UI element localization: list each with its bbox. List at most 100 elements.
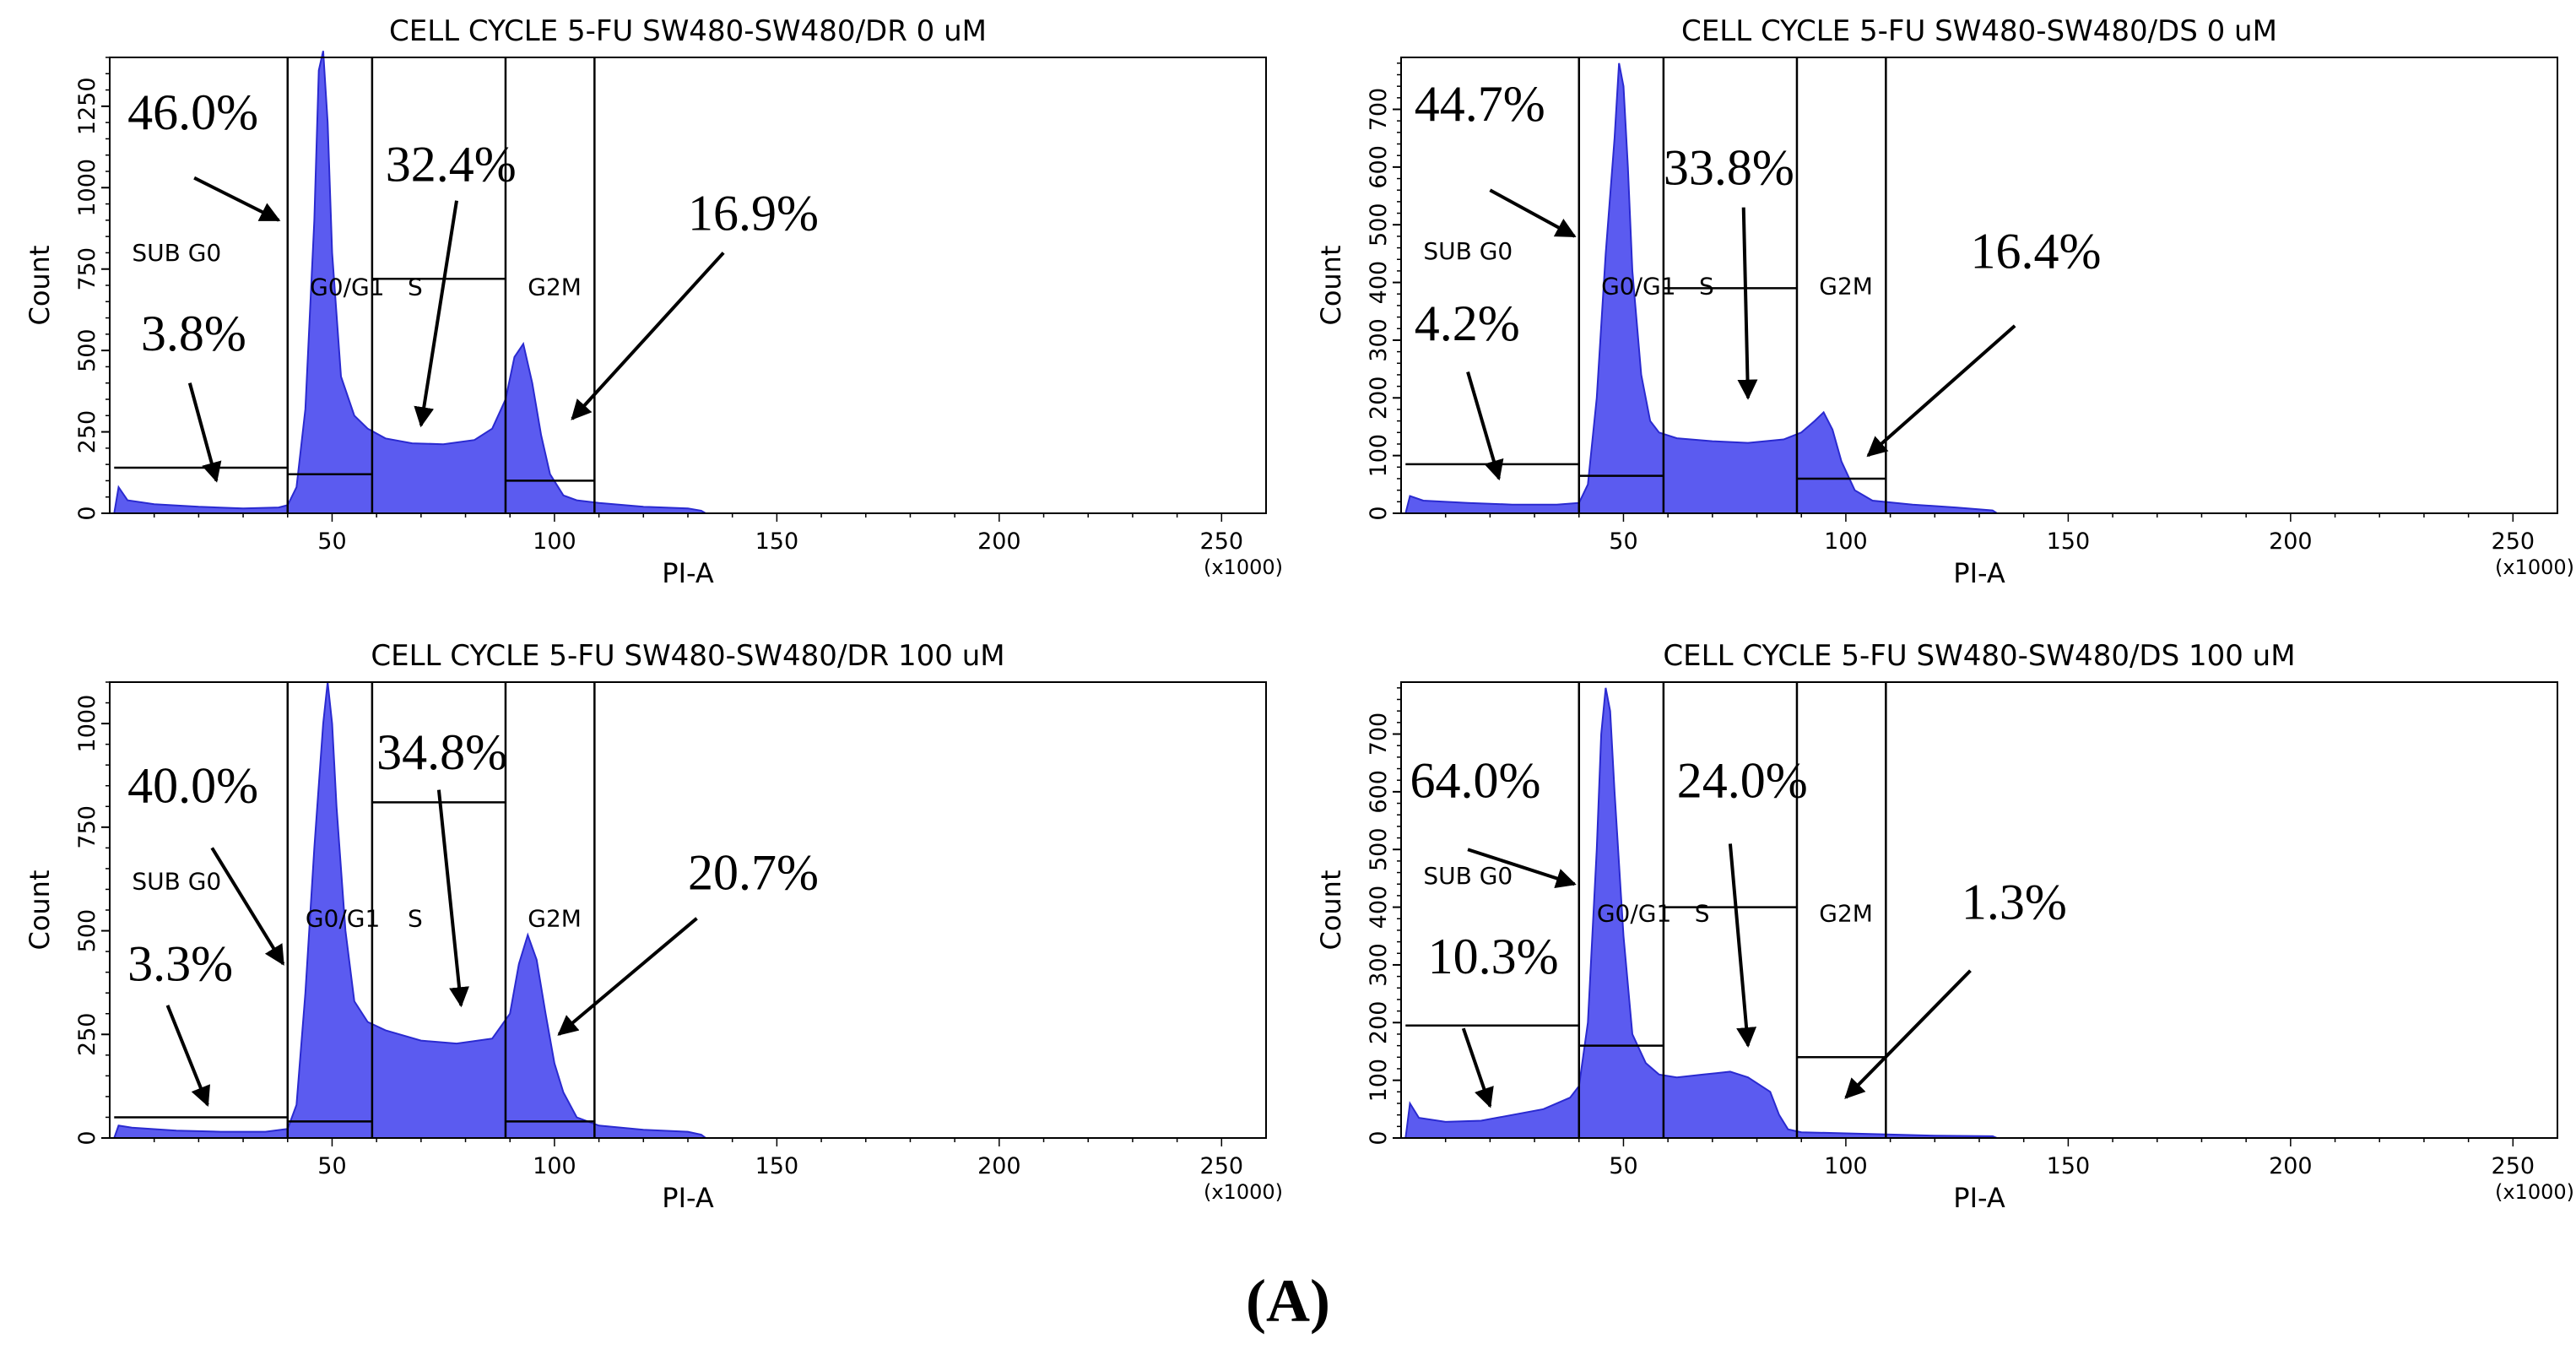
y-tick-label: 200	[1366, 377, 1392, 420]
histogram-area	[1404, 62, 2000, 514]
y-tick-label: 500	[1366, 203, 1392, 247]
percentage-annotation: 40.0%	[127, 757, 258, 813]
histogram-dr-0um: 0 250 500 750 1000 1250 50 100 150 200 250 CELL CYC…	[24, 14, 1283, 589]
histogram-area	[1404, 687, 1998, 1139]
gate-label: S	[1695, 900, 1710, 928]
annotation-arrow	[1467, 848, 1577, 888]
y-axis-label: Count	[1315, 870, 1347, 950]
annotation-arrow	[187, 382, 222, 483]
gate-label: SUB G0	[1423, 237, 1513, 265]
y-tick-label: 600	[1366, 770, 1392, 814]
plot-frame	[109, 57, 1267, 514]
x-tick-label: 250	[2492, 528, 2535, 555]
percentage-annotation: 16.9%	[688, 185, 819, 241]
plot-frame	[109, 681, 1267, 1139]
y-tick-label: 0	[1366, 1130, 1392, 1145]
y-tick-label: 400	[1366, 886, 1392, 929]
x-tick-label: 200	[2269, 528, 2313, 555]
y-tick-label: 400	[1366, 261, 1392, 305]
annotation-arrow	[1466, 371, 1504, 481]
y-tick-label: 300	[1366, 318, 1392, 362]
x-tick-label: 100	[533, 528, 576, 555]
gate-label: G2M	[1819, 900, 1873, 928]
x-axis-unit: (x1000)	[1204, 1180, 1283, 1204]
chart-title: CELL CYCLE 5-FU SW480-SW480/DR 0 uM	[389, 14, 987, 48]
annotation-arrow	[436, 789, 469, 1008]
panel-top-right: 0 100 200 300 400 500 600 700 50 100 150 200 250 CELL…	[1308, 7, 2576, 631]
y-tick-label: 700	[1366, 713, 1392, 756]
percentage-annotation: 64.0%	[1410, 753, 1541, 809]
x-tick-label: 50	[1609, 528, 1637, 555]
annotation-arrow	[210, 847, 285, 966]
y-tick-label: 1000	[74, 159, 100, 217]
percentage-annotation: 34.8%	[376, 724, 507, 780]
y-axis-label: Count	[24, 870, 56, 950]
histogram-dr-100um: 0 250 500 750 1000 50 100 150 200 250 CELL CYCLE 5…	[24, 639, 1283, 1214]
annotation-arrow	[165, 1005, 210, 1107]
y-tick-label: 700	[1366, 88, 1392, 132]
x-tick-label: 50	[1609, 1153, 1637, 1179]
x-tick-label: 250	[1200, 528, 1244, 555]
y-tick-label: 1250	[74, 77, 100, 135]
annotation-arrow	[1461, 1027, 1494, 1108]
percentage-annotation: 1.3%	[1962, 874, 2067, 929]
histogram-area	[112, 681, 709, 1139]
x-tick-label: 100	[1824, 528, 1868, 555]
annotation-arrow	[414, 200, 458, 428]
chart-title: CELL CYCLE 5-FU SW480-SW480/DS 100 uM	[1663, 639, 2295, 673]
x-tick-label: 150	[2047, 528, 2091, 555]
gate-label: SUB G0	[132, 867, 221, 895]
percentage-annotation: 46.0%	[127, 84, 258, 140]
percentage-annotation: 3.3%	[127, 935, 233, 991]
annotation-arrow	[1728, 843, 1757, 1049]
histogram-area	[113, 51, 709, 514]
x-tick-label: 150	[2047, 1153, 2091, 1179]
y-tick-label: 100	[1366, 1059, 1392, 1103]
annotation-arrow	[557, 917, 698, 1036]
x-tick-label: 200	[2269, 1153, 2313, 1179]
x-axis-unit: (x1000)	[2495, 1180, 2574, 1204]
histogram-ds-0um: 0 100 200 300 400 500 600 700 50 100 150 200 250 CELL…	[1315, 14, 2574, 589]
chart-title: CELL CYCLE 5-FU SW480-SW480/DS 0 uM	[1681, 14, 2277, 48]
x-tick-label: 100	[533, 1153, 576, 1179]
y-tick-label: 500	[74, 909, 100, 953]
figure-label: (A)	[1246, 1267, 1330, 1335]
gate-label: S	[1699, 272, 1714, 300]
y-tick-label: 600	[1366, 145, 1392, 189]
x-axis-unit: (x1000)	[2495, 555, 2574, 579]
annotation-arrow	[193, 176, 281, 222]
percentage-annotation: 33.8%	[1664, 139, 1794, 195]
x-tick-label: 250	[2492, 1153, 2535, 1179]
gate-label: G0/G1	[306, 905, 380, 933]
x-axis-label: PI-A	[662, 557, 714, 589]
y-axis-label: Count	[1315, 245, 1347, 325]
annotation-arrow	[1489, 188, 1577, 238]
gate-label: G0/G1	[310, 274, 384, 301]
gate-label: S	[408, 274, 423, 301]
y-tick-label: 0	[74, 1130, 100, 1145]
percentage-annotation: 24.0%	[1677, 753, 1808, 809]
y-tick-label: 750	[74, 805, 100, 849]
y-tick-label: 100	[1366, 434, 1392, 478]
y-tick-label: 250	[74, 410, 100, 454]
y-tick-label: 500	[1366, 827, 1392, 871]
x-tick-label: 50	[317, 528, 346, 555]
percentage-annotation: 44.7%	[1415, 76, 1545, 132]
annotation-arrow	[1866, 324, 2016, 458]
gate-label: G0/G1	[1597, 900, 1671, 928]
gate-label: G2M	[528, 905, 582, 933]
y-tick-label: 200	[1366, 1001, 1392, 1045]
gate-label: SUB G0	[132, 239, 221, 267]
x-axis-label: PI-A	[1953, 557, 2005, 589]
x-tick-label: 150	[755, 528, 799, 555]
y-tick-label: 1000	[74, 695, 100, 753]
x-axis-label: PI-A	[1953, 1182, 2005, 1214]
plot-frame	[1400, 57, 2558, 514]
gate-label: G2M	[1819, 272, 1873, 300]
panel-bottom-right: 0 100 200 300 400 500 600 700 50 100 150 200 250 CELL…	[1308, 631, 2576, 1256]
x-tick-label: 50	[317, 1153, 346, 1179]
annotation-arrow	[1737, 207, 1758, 400]
percentage-annotation: 4.2%	[1415, 295, 1520, 351]
percentage-annotation: 32.4%	[386, 137, 517, 192]
panel-bottom-left: 0 250 500 750 1000 50 100 150 200 250 CELL CYCLE 5…	[17, 631, 1300, 1256]
